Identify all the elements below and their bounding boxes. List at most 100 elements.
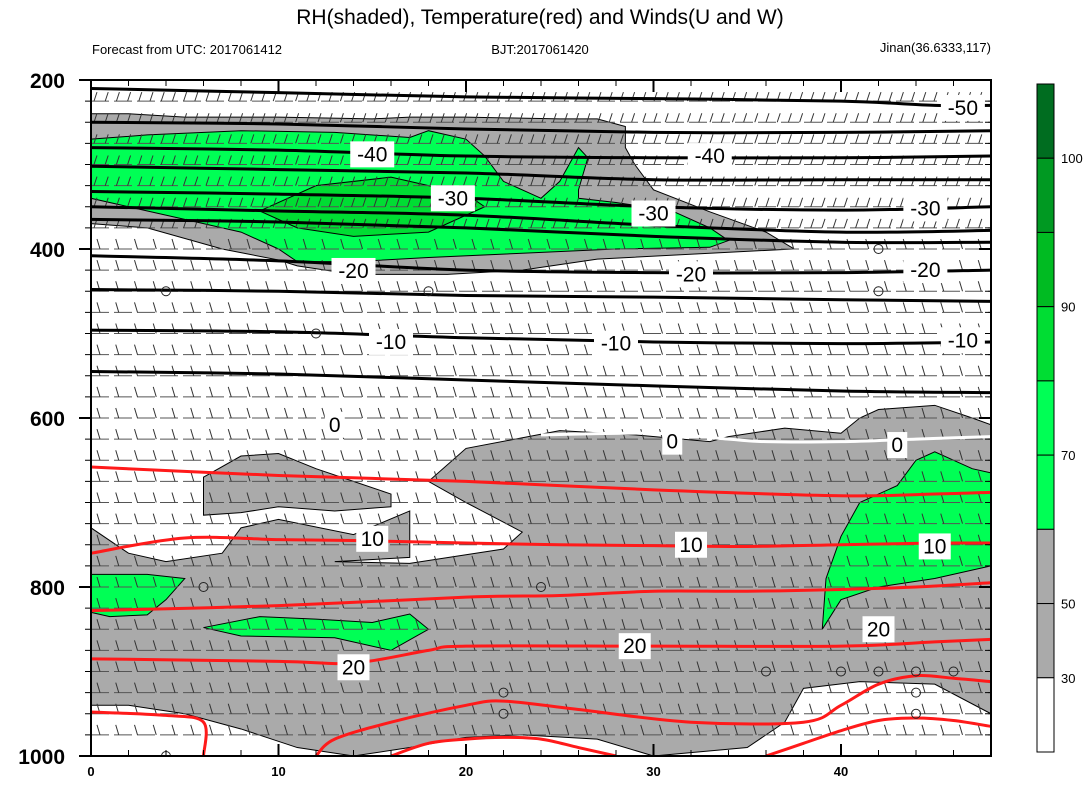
- wind-barb-2-47: [619, 113, 624, 123]
- wind-barb-25-19: [452, 597, 457, 609]
- contour-label-box-9: [687, 143, 732, 170]
- wind-barb-17-1: [115, 428, 120, 440]
- wind-barb-9-33: [715, 259, 720, 271]
- wind-barb-13-4: [171, 344, 176, 355]
- wind-barb-16-43: [902, 407, 907, 419]
- calm-wind-circle-5: [198, 582, 209, 592]
- wind-barb-31-22: [509, 724, 513, 736]
- wind-barb-11-37: [790, 302, 795, 313]
- wind-barb-22-1: [115, 534, 120, 545]
- wind-barb-30-42: [884, 703, 888, 714]
- wind-barb-15-28: [621, 386, 626, 398]
- wind-barb-10-35: [752, 281, 757, 292]
- wind-barb-7-59: [754, 218, 759, 229]
- wind-barb-18-21: [490, 450, 495, 461]
- wind-barb-11-1: [115, 302, 120, 313]
- wind-barb-29-7: [227, 682, 232, 693]
- temperature-contour-1: [91, 120, 991, 135]
- wind-barb-22-40: [846, 534, 851, 545]
- wind-barb-10-30: [659, 281, 663, 292]
- wind-barb-11-46: [959, 302, 963, 313]
- wind-barb-26-46: [959, 619, 963, 630]
- calm-wind-circle-6: [536, 582, 546, 592]
- wind-barb-18-0: [96, 450, 101, 461]
- wind-barb-23-26: [584, 555, 588, 567]
- wind-barb-3-2: [115, 134, 120, 144]
- wind-barb-8-31: [677, 238, 682, 250]
- wind-barb-23-41: [865, 555, 870, 567]
- temperature-contour-0: [91, 86, 991, 108]
- wind-barb-15-26: [584, 386, 588, 398]
- contour-label-box-10: [631, 200, 676, 227]
- calm-wind-circle-12: [498, 687, 509, 698]
- wind-barb-8-30: [659, 238, 663, 250]
- wind-barb-18-35: [752, 450, 757, 461]
- wind-barb-1-4: [138, 91, 143, 102]
- wind-barb-21-43: [902, 513, 907, 524]
- wind-barb-28-27: [602, 661, 607, 672]
- wind-barb-2-44: [586, 113, 591, 123]
- wind-barb-3-6: [160, 134, 165, 144]
- wind-barb-29-33: [715, 682, 720, 693]
- wind-barb-31-7: [227, 724, 232, 736]
- wind-barb-29-35: [752, 682, 757, 693]
- wind-barb-3-64: [810, 134, 815, 144]
- wind-barb-11-24: [546, 302, 551, 313]
- wind-barb-29-13: [340, 682, 345, 693]
- wind-barb-4-4: [138, 155, 143, 165]
- wind-barb-21-25: [565, 513, 570, 524]
- wind-barb-14-4: [171, 365, 176, 376]
- wind-barb-29-29: [640, 682, 645, 693]
- wind-barb-14-40: [846, 365, 851, 376]
- wind-barb-3-66: [832, 134, 837, 144]
- wind-barb-11-29: [640, 302, 645, 313]
- contour-label-16: 10: [361, 528, 384, 551]
- wind-barb-16-34: [734, 407, 738, 419]
- wind-barb-3-33: [463, 134, 468, 144]
- wind-barb-7-68: [855, 218, 860, 229]
- wind-barb-13-13: [340, 344, 345, 355]
- wind-barb-28-7: [227, 661, 232, 672]
- wind-barb-23-9: [265, 555, 270, 567]
- contour-label-box-14: [594, 330, 638, 357]
- wind-barb-15-12: [321, 386, 326, 398]
- wind-barb-10-38: [809, 281, 813, 292]
- wind-barb-16-2: [134, 407, 138, 419]
- wind-barb-24-36: [771, 576, 776, 588]
- wind-barb-6-17: [283, 197, 288, 207]
- wind-barb-24-2: [134, 576, 138, 588]
- wind-barb-30-45: [940, 703, 945, 714]
- colorbar-label-3: 50: [1061, 597, 1075, 612]
- wind-barb-6-56: [720, 197, 725, 207]
- wind-barb-6-62: [787, 197, 792, 207]
- wind-barb-27-6: [209, 640, 213, 651]
- wind-barb-12-38: [809, 323, 813, 334]
- wind-barb-20-32: [696, 492, 701, 503]
- wind-barb-23-1: [115, 555, 120, 567]
- wind-barb-3-28: [407, 134, 412, 144]
- wind-barb-18-26: [584, 450, 588, 461]
- wind-barb-21-26: [584, 513, 588, 524]
- wind-barb-23-8: [246, 555, 251, 567]
- wind-barb-9-27: [602, 259, 607, 271]
- wind-barb-19-4: [171, 471, 176, 482]
- temperature-contour-10: [91, 370, 991, 395]
- wind-barb-21-45: [940, 513, 945, 524]
- wind-barb-12-36: [771, 323, 776, 334]
- wind-barb-11-19: [452, 302, 457, 313]
- wind-barb-13-1: [115, 344, 120, 355]
- wind-barb-28-5: [190, 661, 195, 672]
- wind-barb-26-8: [246, 619, 251, 630]
- wind-barb-17-12: [321, 428, 326, 440]
- wind-barb-22-33: [715, 534, 720, 545]
- temperature-contour-12: [91, 465, 991, 498]
- wind-barb-16-12: [321, 407, 326, 419]
- wind-barb-25-20: [471, 597, 476, 609]
- wind-barb-1-74: [922, 91, 927, 102]
- wind-barb-28-19: [452, 661, 457, 672]
- wind-barb-28-30: [659, 661, 663, 672]
- wind-barb-18-13: [340, 450, 345, 461]
- wind-barb-19-1: [115, 471, 120, 482]
- wind-barb-10-17: [415, 281, 420, 292]
- wind-barb-13-42: [884, 344, 888, 355]
